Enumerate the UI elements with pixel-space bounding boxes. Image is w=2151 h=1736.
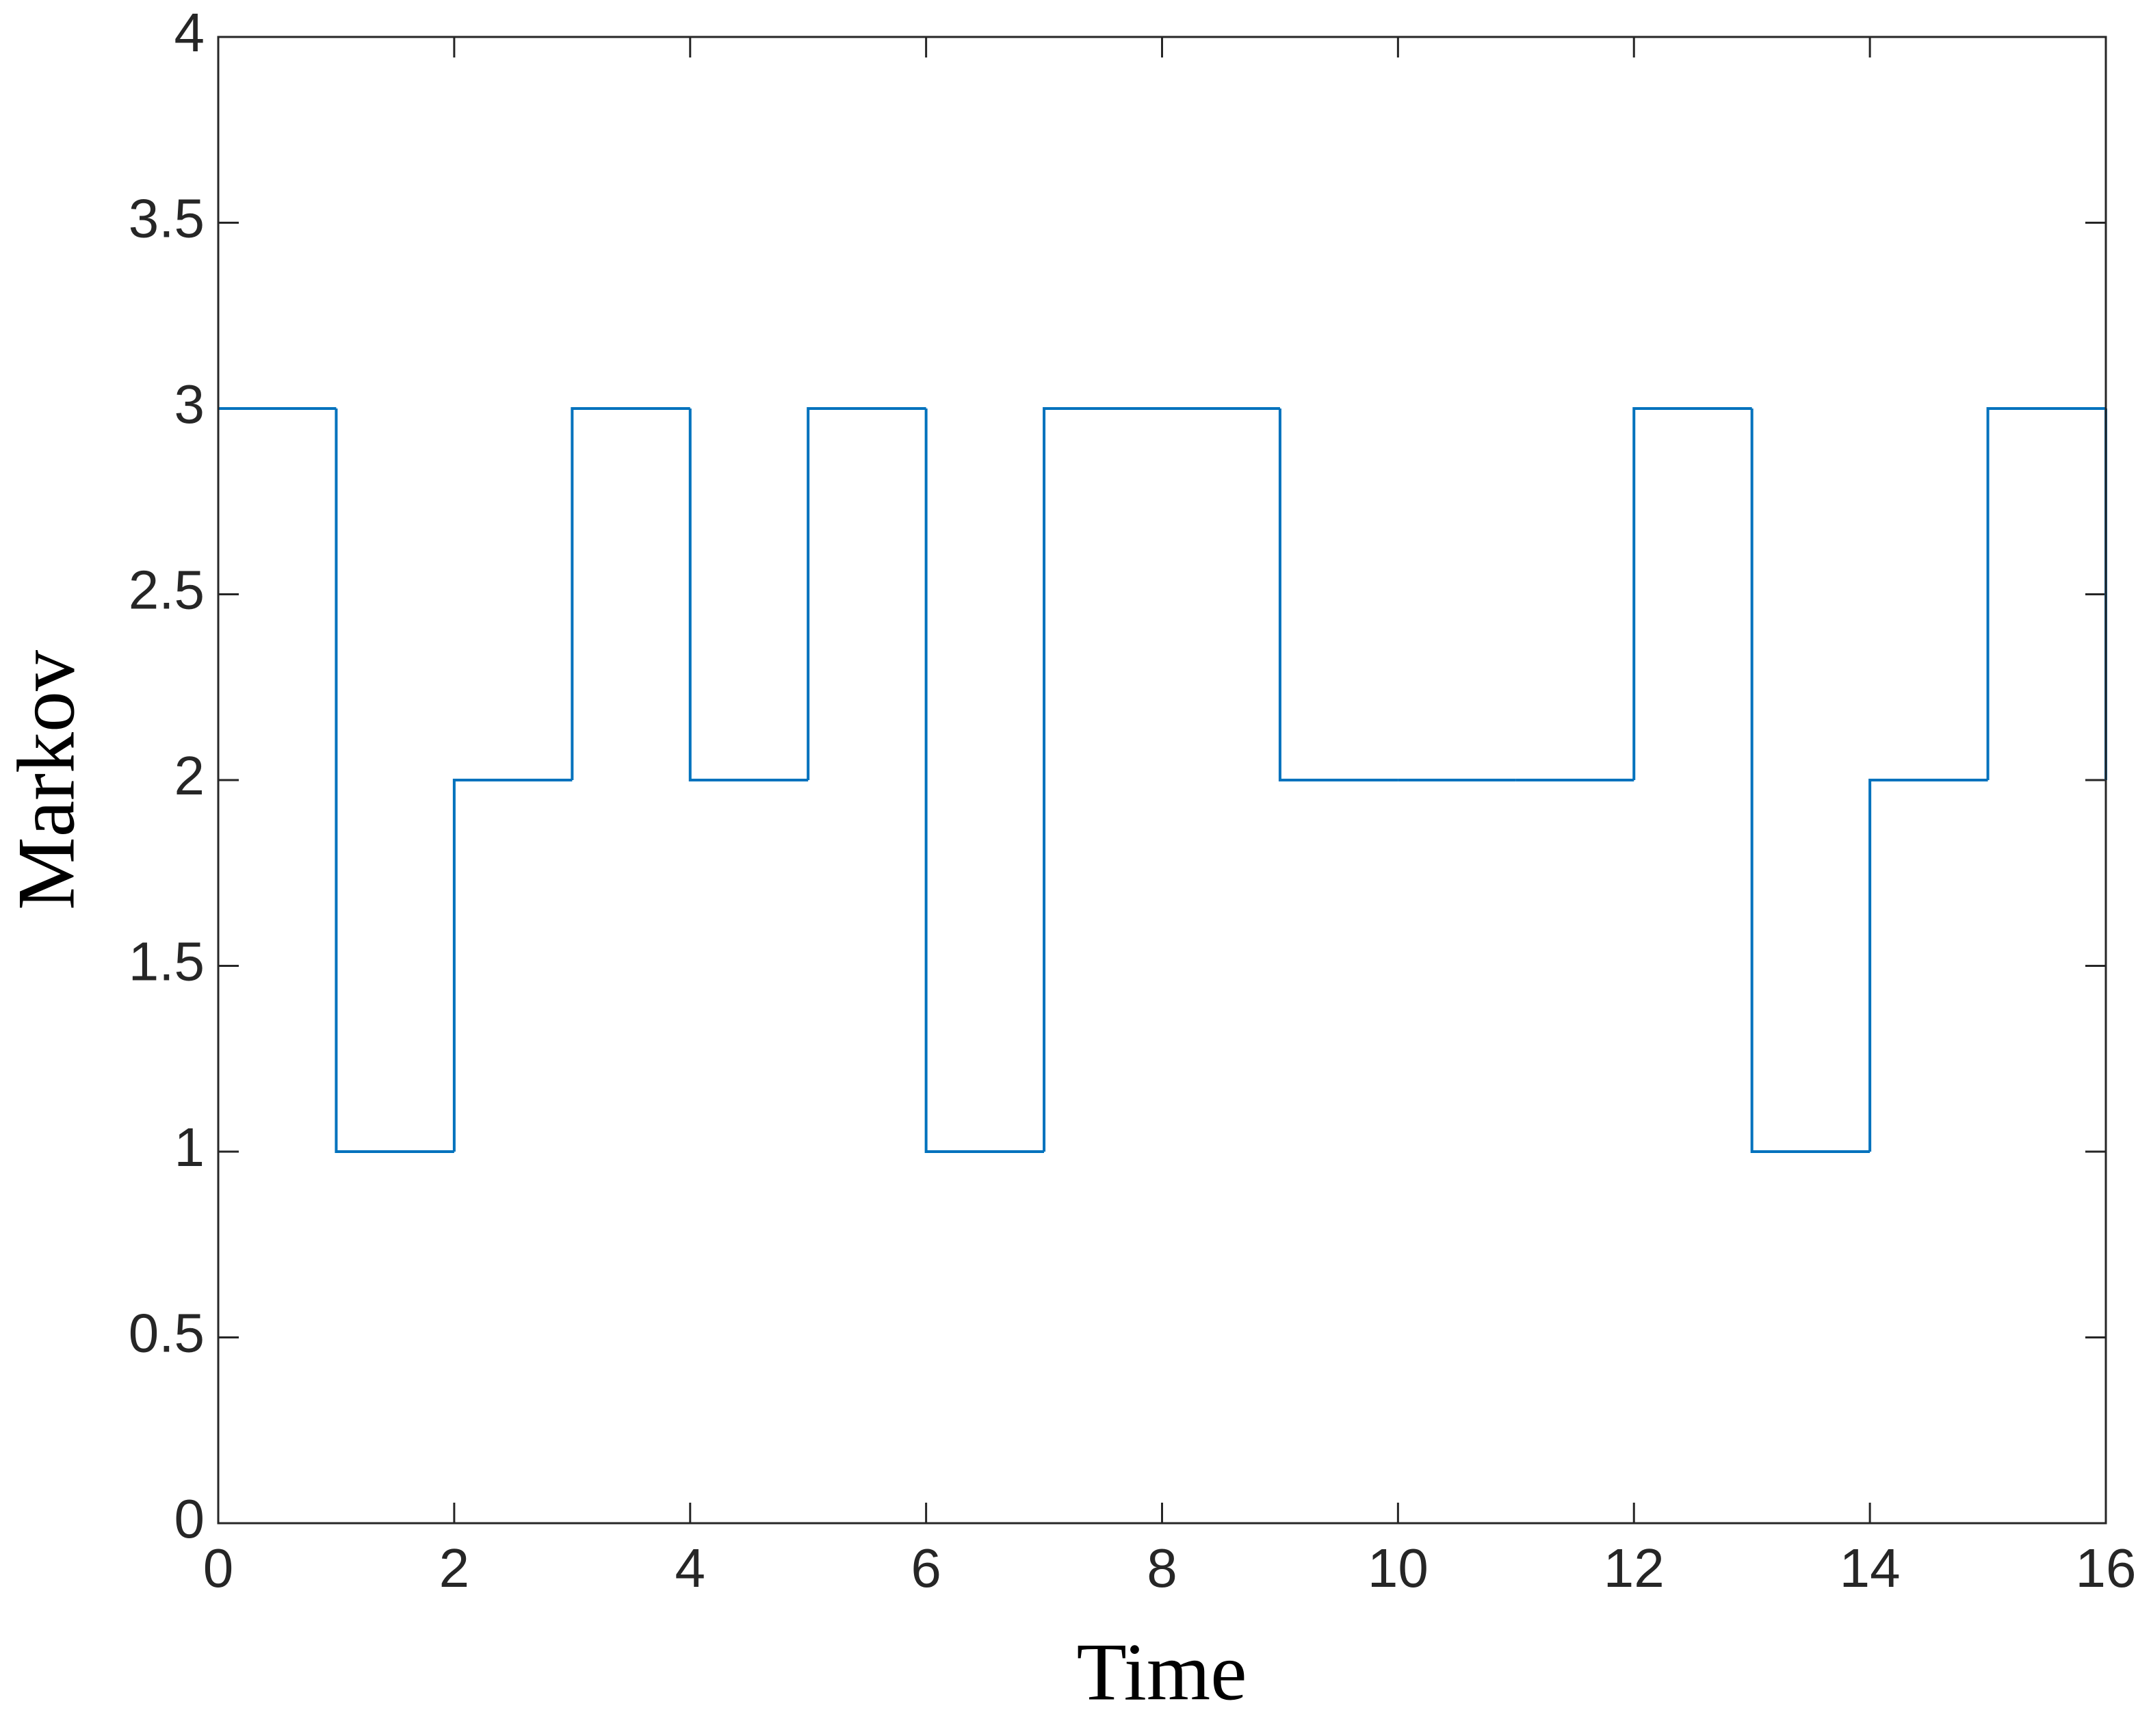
x-axis-label: Time	[1076, 1627, 1247, 1718]
step-segment	[1750, 409, 1870, 1153]
x-tick-label: 8	[1147, 1538, 1177, 1598]
x-tick-label: 16	[2076, 1538, 2137, 1598]
y-tick-label: 1	[174, 1117, 205, 1178]
y-tick-label: 0	[174, 1488, 205, 1549]
step-segment	[807, 407, 926, 780]
step-segment	[452, 779, 573, 1152]
y-tick-label: 0.5	[129, 1303, 205, 1364]
axes-box	[217, 36, 2107, 1525]
y-tick-label: 3.5	[129, 188, 205, 249]
x-tick-label: 0	[203, 1538, 234, 1598]
x-tick-label: 6	[911, 1538, 941, 1598]
y-tick-label: 4	[174, 2, 205, 63]
y-tick-label: 2	[174, 745, 205, 806]
y-tick-label: 1.5	[129, 931, 205, 992]
step-segment	[1278, 409, 1398, 781]
x-tick-label: 2	[439, 1538, 470, 1598]
x-tick-label: 14	[1840, 1538, 1901, 1598]
step-segment	[571, 407, 690, 780]
step-segment	[1632, 407, 1752, 780]
step-segment	[1986, 407, 2106, 780]
step-segment	[924, 409, 1045, 1153]
y-tick-label: 2.5	[129, 560, 205, 621]
step-segment	[1868, 779, 1988, 1152]
x-tick-label: 10	[1368, 1538, 1429, 1598]
y-axis-label: Markov	[1, 650, 92, 910]
x-tick-label: 12	[1604, 1538, 1665, 1598]
x-tick-label: 4	[675, 1538, 706, 1598]
step-segment	[688, 409, 809, 781]
step-segment	[335, 409, 454, 1153]
y-tick-label: 3	[174, 374, 205, 435]
step-segment	[1043, 407, 1162, 1152]
